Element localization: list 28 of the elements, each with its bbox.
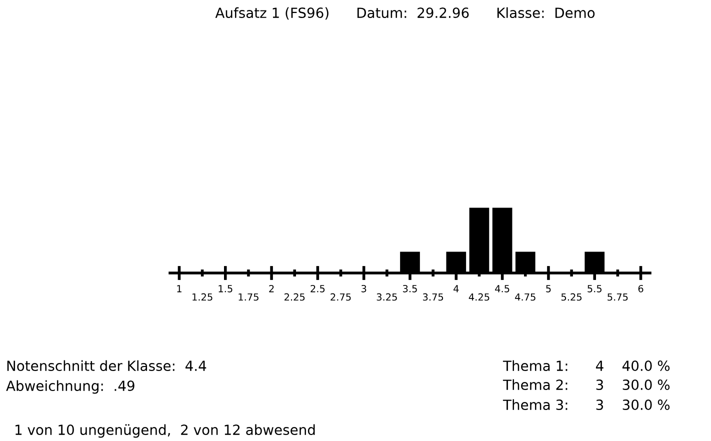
x-tick-label: 2 [269, 284, 274, 292]
x2-tick-label: 1.25 [192, 293, 212, 301]
x2-tick-label: 2.75 [330, 293, 351, 301]
text: Thema 3: 3 30.0 % [502, 399, 670, 410]
x-tick-label: 6 [638, 284, 644, 292]
x2-tick-label: 4.25 [468, 293, 490, 301]
x-tick-label: 5.5 [588, 285, 602, 292]
x-tick-label: 2.5 [310, 284, 325, 292]
x2-tick-label: 2.25 [284, 293, 305, 301]
x2-tick-label: 5.25 [561, 293, 582, 301]
text: Abweichnung: .49 [6, 380, 134, 394]
x-tick-label: 3.5 [403, 284, 417, 292]
chart-title: Aufsatz 1 (FS96) Datum: 29.2.96 Klasse: Demo [215, 7, 595, 20]
x-tick-label: 4 [454, 285, 459, 292]
x-tick-label: 1 [177, 285, 182, 292]
text: 1 von 10 ungenügend, 2 von 12 abwesend [16, 424, 315, 438]
x-tick-label: 1.5 [218, 285, 232, 292]
x-tick-label: 3 [361, 284, 366, 292]
x2-tick-label: 3.75 [422, 293, 444, 301]
x-tick-label: 4.5 [495, 285, 510, 292]
text: Thema 1: 4 40.0 % [502, 360, 670, 372]
x2-tick-label: 1.75 [238, 293, 258, 301]
x-tick-label: 5 [546, 285, 551, 292]
text: Notenschnitt der Klasse: 4.4 [7, 360, 206, 372]
x2-tick-label: 4.75 [515, 293, 536, 301]
text: Thema 2: 3 30.0 % [502, 379, 670, 390]
x2-tick-label: 3.25 [376, 293, 397, 301]
x2-tick-label: 5.75 [608, 293, 628, 301]
